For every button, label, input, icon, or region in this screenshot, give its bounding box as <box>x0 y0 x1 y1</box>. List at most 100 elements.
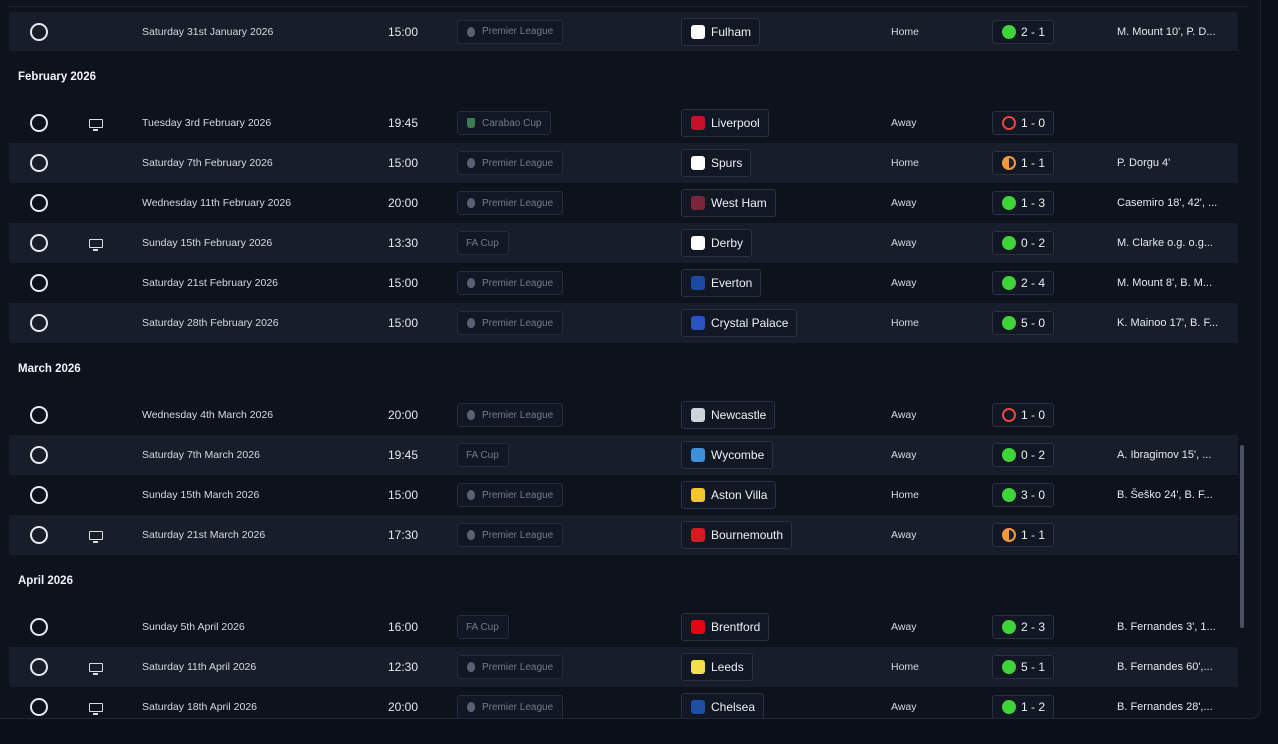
competition-name: FA Cup <box>466 237 499 249</box>
opponent-button[interactable]: Everton <box>681 269 762 297</box>
select-circle-icon[interactable] <box>30 406 48 424</box>
select-cell <box>30 183 48 223</box>
premier-league-icon <box>466 278 476 288</box>
opponent-button[interactable]: Chelsea <box>681 693 765 718</box>
result-badge[interactable]: 1 - 1 <box>992 151 1055 175</box>
fixture-row[interactable]: Wednesday 11th February 2026 20:00 Premier… <box>9 183 1238 223</box>
fixture-row[interactable]: Saturday 21st February 2026 15:00 Premier … <box>9 263 1238 303</box>
score: 0 - 2 <box>1021 236 1046 250</box>
select-circle-icon[interactable] <box>30 194 48 212</box>
win-indicator-icon <box>1002 24 1016 39</box>
result-badge[interactable]: 1 - 1 <box>992 523 1055 547</box>
kickoff-time: 20:00 <box>388 408 419 422</box>
competition-badge[interactable]: Premier League <box>457 151 564 175</box>
result-badge[interactable]: 1 - 2 <box>992 695 1055 718</box>
competition-badge[interactable]: Premier League <box>457 483 564 507</box>
opponent-button[interactable]: Bournemouth <box>681 521 793 549</box>
fixture-row[interactable]: Tuesday 3rd February 2026 19:45 Carabao Cu… <box>9 103 1238 143</box>
select-circle-icon[interactable] <box>30 526 48 544</box>
competition-badge[interactable]: Premier League <box>457 695 564 718</box>
select-circle-icon[interactable] <box>30 314 48 332</box>
competition-badge[interactable]: Premier League <box>457 271 564 295</box>
opponent-button[interactable]: West Ham <box>681 189 776 217</box>
opponent-button[interactable]: Fulham <box>681 17 761 46</box>
opponent-button[interactable]: Liverpool <box>681 109 769 137</box>
competition-badge[interactable]: Carabao Cup <box>457 111 552 135</box>
fixture-row[interactable]: Sunday 15th February 2026 13:30 FA Cup Derb… <box>9 223 1238 263</box>
result-badge[interactable]: 5 - 1 <box>992 655 1055 679</box>
select-circle-icon[interactable] <box>30 234 48 252</box>
competition-badge[interactable]: Premier League <box>457 19 564 44</box>
select-circle-icon[interactable] <box>30 154 48 172</box>
select-circle-icon[interactable] <box>30 698 48 716</box>
result-badge[interactable]: 2 - 1 <box>992 19 1055 44</box>
opponent-button[interactable]: Newcastle <box>681 401 776 429</box>
competition-badge[interactable]: FA Cup <box>457 231 509 255</box>
fixture-row[interactable]: Saturday 21st March 2026 17:30 Premier Lea… <box>9 515 1238 555</box>
result-badge[interactable]: 0 - 2 <box>992 231 1055 255</box>
competition-badge[interactable]: Premier League <box>457 311 564 335</box>
opponent-name: Bournemouth <box>711 528 784 542</box>
scrollbar-thumb[interactable] <box>1240 445 1244 628</box>
opponent-name: Newcastle <box>711 408 767 422</box>
fixture-row[interactable]: Saturday 28th February 2026 15:00 Premier … <box>9 303 1238 343</box>
select-circle-icon[interactable] <box>30 658 48 676</box>
opponent-button[interactable]: Derby <box>681 229 753 257</box>
select-circle-icon[interactable] <box>30 618 48 636</box>
result-badge[interactable]: 1 - 3 <box>992 191 1055 215</box>
fixture-date: Sunday 5th April 2026 <box>142 621 245 633</box>
fixture-row[interactable]: Wednesday 4th March 2026 20:00 Premier Lea… <box>9 395 1238 435</box>
venue: Home <box>891 489 920 501</box>
select-circle-icon[interactable] <box>30 274 48 292</box>
competition-badge[interactable]: FA Cup <box>457 443 509 467</box>
premier-league-icon <box>466 490 476 500</box>
competition-badge[interactable]: Premier League <box>457 523 564 547</box>
competition-name: Premier League <box>482 409 554 421</box>
venue: Home <box>891 157 920 169</box>
result-badge[interactable]: 3 - 0 <box>992 483 1055 507</box>
result-badge[interactable]: 5 - 0 <box>992 311 1055 335</box>
opponent-name: Brentford <box>711 620 761 634</box>
fixture-row[interactable]: Saturday 31st January 2026 15:00 Premier L… <box>9 12 1238 51</box>
opponent-button[interactable]: Aston Villa <box>681 481 777 509</box>
opponent-button[interactable]: Spurs <box>681 149 752 177</box>
goal-scorers: M. Mount 10', P. D... <box>1117 26 1216 38</box>
fixture-row[interactable]: Sunday 15th March 2026 15:00 Premier Leagu… <box>9 475 1238 515</box>
team-crest-icon <box>691 156 705 170</box>
result-badge[interactable]: 0 - 2 <box>992 443 1055 467</box>
fixture-row[interactable]: Saturday 7th March 2026 19:45 FA Cup Wycomb… <box>9 435 1238 475</box>
venue: Home <box>891 317 920 329</box>
fixture-row[interactable]: Sunday 5th April 2026 16:00 FA Cup Brentfor… <box>9 607 1238 647</box>
competition-badge[interactable]: Premier League <box>457 191 564 215</box>
fixture-row[interactable]: Saturday 18th April 2026 20:00 Premier Lea… <box>9 687 1238 718</box>
result-badge[interactable]: 1 - 0 <box>992 403 1055 427</box>
result-badge[interactable]: 2 - 3 <box>992 615 1055 639</box>
competition-badge[interactable]: FA Cup <box>457 615 509 639</box>
competition-badge[interactable]: Premier League <box>457 655 564 679</box>
result-badge[interactable]: 2 - 4 <box>992 271 1055 295</box>
select-circle-icon[interactable] <box>30 446 48 464</box>
select-cell <box>30 395 48 435</box>
competition-badge[interactable]: Premier League <box>457 403 564 427</box>
venue: Away <box>891 449 917 461</box>
competition-name: Premier League <box>482 661 554 673</box>
select-circle-icon[interactable] <box>30 486 48 504</box>
select-circle-icon[interactable] <box>30 114 48 132</box>
opponent-button[interactable]: Wycombe <box>681 441 774 469</box>
competition-name: Premier League <box>482 317 554 329</box>
team-crest-icon <box>691 448 705 462</box>
opponent-button[interactable]: Leeds <box>681 653 753 681</box>
opponent-button[interactable]: Crystal Palace <box>681 309 798 337</box>
result-badge[interactable]: 1 - 0 <box>992 111 1055 135</box>
fixture-row[interactable]: Saturday 11th April 2026 12:30 Premier Lea… <box>9 647 1238 687</box>
venue: Away <box>891 701 917 713</box>
premier-league-icon <box>466 198 476 208</box>
venue: Away <box>891 197 917 209</box>
opponent-name: Chelsea <box>711 700 756 714</box>
opponent-button[interactable]: Brentford <box>681 613 770 641</box>
select-cell <box>30 475 48 515</box>
fixture-date: Wednesday 4th March 2026 <box>142 409 274 421</box>
fixture-row[interactable]: Saturday 7th February 2026 15:00 Premier L… <box>9 143 1238 183</box>
select-cell <box>30 647 48 687</box>
select-circle-icon[interactable] <box>30 22 48 41</box>
